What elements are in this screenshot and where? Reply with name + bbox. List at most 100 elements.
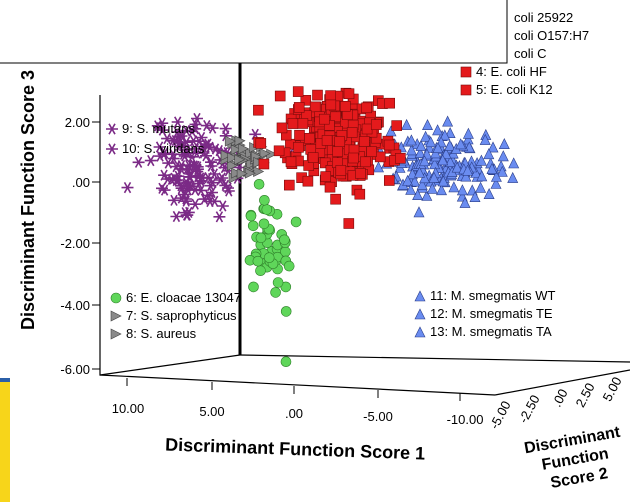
data-point bbox=[321, 135, 333, 146]
data-point bbox=[181, 209, 194, 221]
data-point bbox=[432, 124, 444, 136]
legend-label: 13: M. smegmatis TA bbox=[430, 324, 552, 339]
data-point bbox=[283, 260, 295, 272]
data-point bbox=[224, 135, 236, 147]
data-point bbox=[475, 154, 487, 166]
data-point bbox=[236, 168, 248, 180]
data-point bbox=[153, 122, 166, 134]
data-point bbox=[273, 145, 285, 157]
data-point bbox=[220, 149, 232, 161]
data-point bbox=[189, 198, 202, 210]
z-tick-label: -2.50 bbox=[515, 392, 542, 425]
data-point bbox=[255, 232, 267, 244]
data-point bbox=[206, 177, 219, 189]
data-point bbox=[198, 193, 211, 205]
data-point bbox=[497, 150, 509, 162]
legend-marker bbox=[110, 328, 122, 340]
data-point bbox=[462, 164, 474, 176]
data-point bbox=[437, 175, 449, 187]
data-point bbox=[428, 171, 440, 183]
floor-back-edge bbox=[239, 354, 630, 363]
data-point bbox=[197, 140, 210, 153]
data-point bbox=[158, 184, 171, 196]
data-point bbox=[429, 158, 441, 170]
data-point bbox=[253, 179, 265, 190]
data-point bbox=[343, 88, 355, 99]
legend-label: 4: E. coli HF bbox=[476, 64, 547, 79]
z-axis: -5.00 -2.50 .00 2.50 5.00 Discriminant F… bbox=[486, 374, 624, 492]
data-point bbox=[437, 154, 449, 166]
data-point bbox=[219, 123, 232, 135]
data-point bbox=[258, 158, 270, 170]
data-point bbox=[354, 188, 366, 200]
data-point bbox=[285, 156, 297, 168]
data-point bbox=[395, 153, 406, 164]
data-point bbox=[170, 175, 183, 187]
data-point bbox=[324, 181, 336, 193]
legend-bottom-right: 11: M. smegmatis WT 12: M. smegmatis TE 13… bbox=[414, 288, 556, 339]
data-point bbox=[292, 86, 304, 97]
data-point bbox=[171, 116, 184, 128]
data-point bbox=[456, 184, 468, 196]
data-point bbox=[213, 211, 226, 223]
legend-label: 9: S. mutans bbox=[122, 121, 195, 136]
data-point bbox=[180, 124, 193, 137]
data-point bbox=[414, 147, 426, 158]
data-point bbox=[459, 196, 471, 208]
data-point bbox=[190, 112, 204, 125]
data-point bbox=[294, 129, 305, 141]
data-point bbox=[426, 182, 438, 194]
data-point bbox=[320, 171, 332, 182]
data-point bbox=[297, 118, 309, 129]
data-point bbox=[248, 281, 259, 293]
data-point bbox=[245, 210, 257, 222]
top-legend-box bbox=[0, 0, 508, 64]
legend-marker bbox=[110, 292, 122, 304]
data-point bbox=[455, 138, 467, 150]
data-point bbox=[154, 150, 167, 162]
data-point bbox=[206, 122, 219, 134]
data-point bbox=[383, 175, 395, 186]
data-point bbox=[483, 148, 495, 160]
legend-label: coli O157:H7 bbox=[514, 28, 589, 43]
data-point bbox=[170, 160, 183, 173]
legend-marker bbox=[414, 290, 426, 302]
data-point bbox=[498, 138, 510, 149]
legend-label: coli 25922 bbox=[514, 10, 573, 25]
data-point bbox=[280, 306, 292, 317]
data-point bbox=[234, 154, 246, 166]
data-point bbox=[462, 127, 474, 139]
legend-label: 11: M. smegmatis WT bbox=[430, 288, 556, 303]
data-point bbox=[335, 165, 347, 176]
data-point bbox=[216, 157, 229, 170]
data-point bbox=[442, 115, 454, 127]
data-point bbox=[158, 169, 171, 181]
data-point bbox=[370, 119, 382, 130]
legend-marker bbox=[414, 308, 426, 320]
data-point bbox=[406, 144, 417, 156]
data-point bbox=[252, 255, 264, 267]
legend-marker bbox=[106, 143, 118, 155]
data-point bbox=[221, 182, 235, 194]
data-point bbox=[330, 193, 341, 205]
data-point bbox=[153, 141, 166, 153]
data-point bbox=[259, 195, 270, 206]
data-point bbox=[343, 218, 355, 229]
y-tick-label: -4.00 bbox=[60, 298, 90, 313]
legend-label: 8: S. aureus bbox=[126, 326, 197, 341]
data-point bbox=[263, 252, 275, 264]
data-point bbox=[231, 167, 243, 179]
data-point bbox=[216, 200, 229, 212]
data-point bbox=[205, 186, 219, 199]
data-point bbox=[258, 218, 270, 230]
legend-left: 9: S. mutans 10: S. viridans bbox=[106, 121, 205, 156]
data-point bbox=[383, 139, 395, 151]
data-point bbox=[490, 170, 502, 182]
data-point bbox=[293, 142, 304, 153]
data-points bbox=[121, 86, 520, 368]
legend-bottom-left: 6: E. cloacae 13047 7: S. saprophyticus 8:… bbox=[110, 290, 241, 341]
data-point bbox=[216, 172, 229, 184]
data-point bbox=[132, 156, 145, 168]
data-point bbox=[483, 188, 495, 199]
